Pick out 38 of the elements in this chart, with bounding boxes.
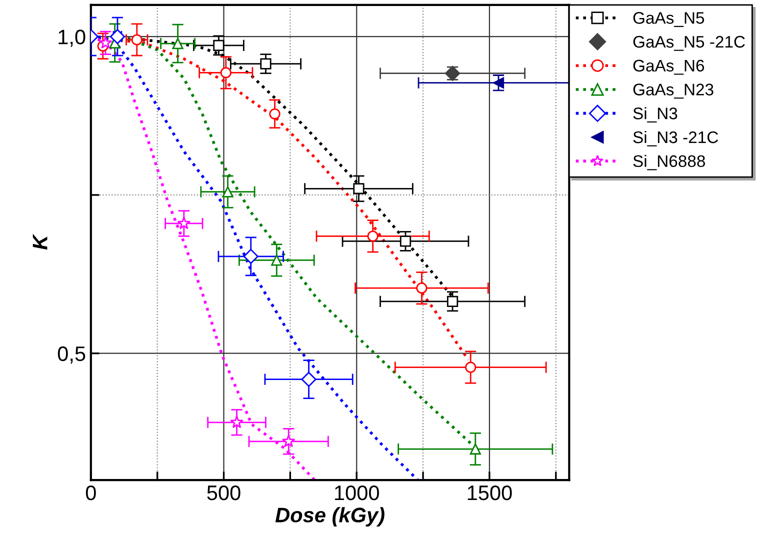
point bbox=[172, 38, 184, 50]
legend-label: Si_N6888 bbox=[633, 154, 705, 170]
point bbox=[98, 36, 112, 49]
point bbox=[220, 67, 232, 78]
point bbox=[470, 443, 481, 455]
point bbox=[400, 236, 412, 247]
point bbox=[282, 434, 296, 448]
point bbox=[367, 230, 378, 242]
point bbox=[131, 34, 142, 46]
point bbox=[260, 58, 272, 70]
point bbox=[243, 248, 258, 264]
point bbox=[446, 296, 458, 307]
legend-label: Si_N3 -21C bbox=[633, 130, 718, 146]
legend-label: GaAs_N5 bbox=[633, 12, 704, 27]
point bbox=[230, 415, 244, 428]
y-tick-label: 0,5 bbox=[58, 346, 86, 364]
x-axis-title: Dose (kGy) bbox=[275, 507, 384, 527]
point bbox=[492, 77, 504, 88]
point bbox=[465, 362, 476, 373]
point bbox=[301, 372, 316, 387]
point bbox=[353, 183, 364, 194]
y-axis-title: K bbox=[32, 234, 48, 250]
legend-label: GaAs_N6 bbox=[633, 60, 704, 75]
point bbox=[222, 186, 234, 198]
legend-label: GaAs_N23 bbox=[633, 84, 714, 99]
x-tick-label: 1500 bbox=[468, 485, 512, 500]
x-tick-label: 1000 bbox=[335, 485, 379, 500]
y-tick-label: 1,0 bbox=[58, 30, 86, 47]
point bbox=[110, 29, 126, 44]
point bbox=[213, 40, 224, 52]
point bbox=[271, 254, 282, 266]
legend-label: Si_N3 bbox=[633, 107, 678, 122]
legend-label: GaAs_N5 -21C bbox=[633, 36, 745, 51]
point bbox=[177, 216, 191, 230]
x-tick-label: 0 bbox=[86, 485, 96, 500]
point bbox=[269, 108, 280, 120]
point bbox=[416, 282, 428, 294]
x-tick-label: 500 bbox=[207, 485, 240, 500]
